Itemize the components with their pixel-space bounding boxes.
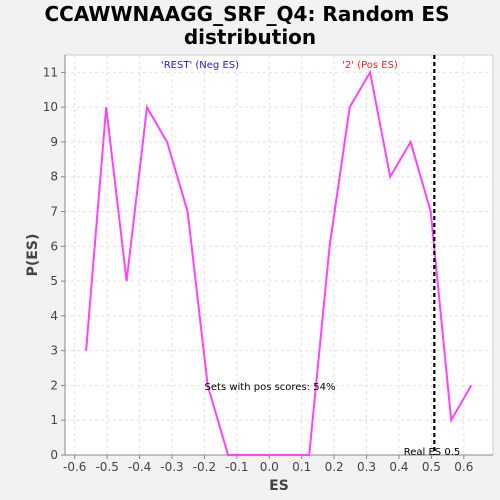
x-tick-label-0: -0.6: [63, 460, 86, 474]
y-tick-label-1: 1: [50, 413, 58, 427]
x-tick-label-10: 0.4: [389, 460, 408, 474]
x-tick-label-2: -0.4: [128, 460, 151, 474]
y-tick-label-11: 11: [43, 65, 58, 79]
x-tick-label-6: 0.0: [260, 460, 279, 474]
y-tick-label-8: 8: [50, 170, 58, 184]
grid: [65, 55, 493, 456]
chart-title-line-1: CCAWWNAAGG_SRF_Q4: Random ES: [45, 2, 450, 26]
series-marks: [85, 55, 473, 456]
x-tick-label-1: -0.5: [95, 460, 118, 474]
x-tick-label-12: 0.6: [454, 460, 473, 474]
x-tick-label-8: 0.2: [325, 460, 344, 474]
x-tick-label-9: 0.3: [357, 460, 376, 474]
pos-scores-annotation: Sets with pos scores: 54%: [205, 382, 336, 393]
plot-area: [64, 54, 494, 456]
y-tick-label-2: 2: [50, 378, 58, 392]
x-tick-label-3: -0.3: [160, 460, 183, 474]
x-tick-label-7: 0.1: [292, 460, 311, 474]
x-tick-label-4: -0.2: [193, 460, 216, 474]
x-tick-label-11: 0.5: [422, 460, 441, 474]
y-tick-label-4: 4: [50, 309, 58, 323]
y-tick-label-3: 3: [50, 344, 58, 358]
pos-es-label: '2' (Pos ES): [342, 60, 398, 71]
y-axis-label: P(ES): [25, 234, 41, 277]
x-axis-label: ES: [269, 478, 289, 494]
y-tick-label-5: 5: [50, 274, 58, 288]
neg-es-label: 'REST' (Neg ES): [161, 60, 239, 71]
x-tick-label-5: -0.1: [225, 460, 248, 474]
axes: -0.6 -0.5 -0.4 -0.3 -0.2 -0.1 0.0 0.1 0.2 0.3 0.4 0…: [43, 55, 493, 474]
y-tick-label-7: 7: [50, 205, 58, 219]
y-tick-label-0: 0: [50, 448, 58, 462]
y-tick-label-6: 6: [50, 239, 58, 253]
y-tick-label-10: 10: [43, 100, 58, 114]
real-es-annotation: Real ES 0.5: [404, 447, 460, 458]
chart-title-line-2: distribution: [184, 25, 316, 49]
series-line-0: [85, 69, 473, 456]
y-tick-label-9: 9: [50, 135, 58, 149]
